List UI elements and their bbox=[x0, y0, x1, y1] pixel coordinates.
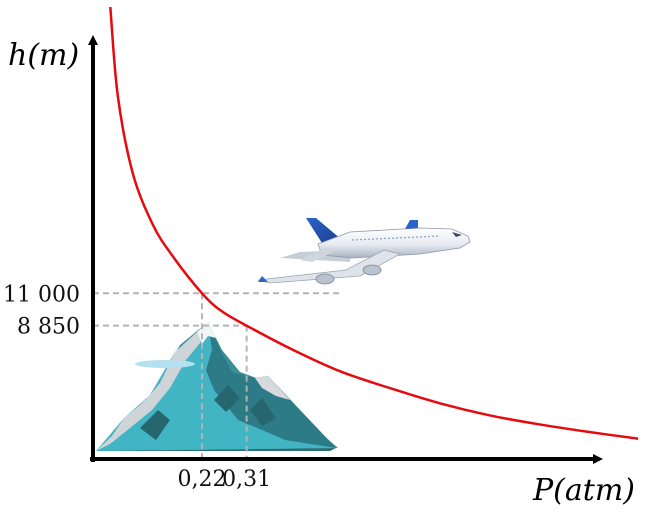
x-tick-label-1: 0,31 bbox=[222, 467, 271, 492]
curve-layer bbox=[109, 6, 639, 440]
airplane-stabilizer bbox=[300, 248, 334, 262]
y-axis-label: h(m) bbox=[8, 38, 79, 73]
guide-lines bbox=[93, 292, 342, 459]
airplane-illustration bbox=[257, 218, 471, 285]
airplane-engine-1 bbox=[362, 264, 382, 276]
airplane-cockpit-window bbox=[452, 232, 462, 237]
cloud-wisp bbox=[135, 360, 195, 368]
x-tick-label-0: 0,22 bbox=[178, 467, 227, 492]
airplane-fuselage bbox=[317, 227, 471, 259]
y-tick-label-0: 11 000 bbox=[3, 282, 80, 307]
airplane-tail-fin bbox=[306, 218, 342, 243]
airplane-engine-2 bbox=[315, 273, 335, 285]
y-tick-label-1: 8 850 bbox=[17, 315, 80, 340]
tick-labels: 0,220,31 11 000 8 850 bbox=[3, 282, 271, 492]
mountain-base-shadow bbox=[96, 448, 336, 451]
x-axis-label: P(atm) bbox=[532, 473, 635, 508]
airplane-wingtip bbox=[258, 276, 268, 282]
airplane-window-line bbox=[351, 235, 441, 241]
airplane-upper-deck bbox=[405, 220, 418, 229]
mountain-snow-left bbox=[96, 322, 208, 451]
mountain-illustration bbox=[96, 322, 338, 451]
mountain-snow-right bbox=[255, 376, 290, 400]
series-line-0 bbox=[109, 6, 639, 440]
mountain-ridge-shading bbox=[140, 385, 276, 440]
